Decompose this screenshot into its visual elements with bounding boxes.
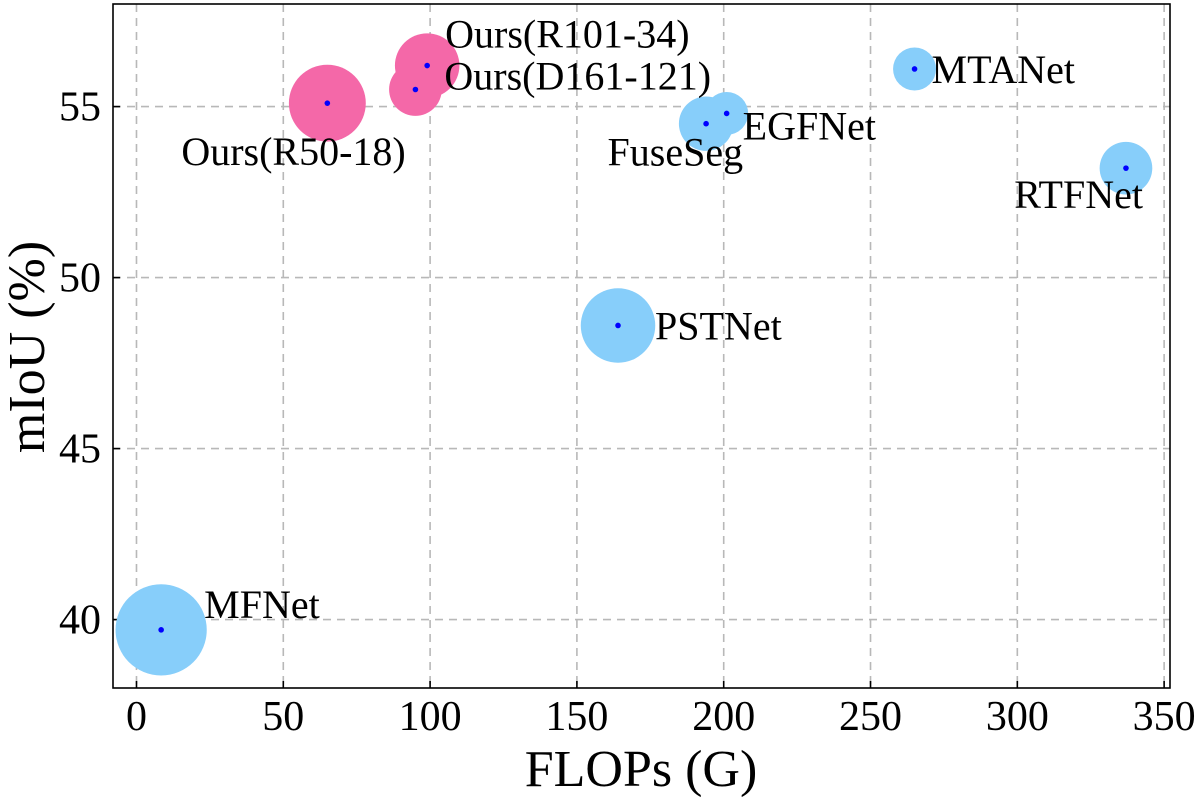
point-center-marker bbox=[424, 62, 430, 69]
point-label: Ours(D161-121) bbox=[444, 54, 711, 99]
point-center-marker bbox=[1123, 165, 1129, 171]
x-axis-label: FLOPs (G) bbox=[525, 741, 758, 798]
point-center-marker bbox=[412, 86, 419, 93]
x-tick-label: 200 bbox=[692, 694, 755, 740]
tick-layer: 0 50 100 150 200 250 300 350 40 45 50 55 bbox=[59, 85, 1196, 740]
point-label: MFNet bbox=[204, 582, 320, 627]
point-label: EGFNet bbox=[743, 103, 876, 148]
x-tick-label: 150 bbox=[545, 694, 608, 740]
point-label: Ours(R101-34) bbox=[445, 12, 689, 57]
x-tick-label: 300 bbox=[986, 694, 1049, 740]
y-tick-label: 45 bbox=[59, 427, 101, 473]
point-label: MTANet bbox=[932, 47, 1075, 92]
y-tick-label: 40 bbox=[59, 598, 101, 644]
x-tick-label: 250 bbox=[839, 694, 902, 740]
x-tick-label: 350 bbox=[1133, 694, 1196, 740]
x-tick-label: 50 bbox=[262, 694, 304, 740]
x-tick-label: 0 bbox=[126, 694, 147, 740]
point-label: PSTNet bbox=[655, 303, 782, 348]
point-center-marker bbox=[911, 66, 918, 72]
point-center-marker bbox=[324, 100, 331, 106]
point-center-marker bbox=[723, 110, 730, 117]
point-label: Ours(R50-18) bbox=[181, 129, 405, 174]
y-tick-label: 55 bbox=[59, 85, 101, 131]
x-tick-label: 100 bbox=[399, 694, 462, 740]
grid-layer bbox=[113, 4, 1170, 688]
marker-layer bbox=[158, 62, 1129, 633]
y-axis-label: mIoU (%) bbox=[0, 241, 56, 453]
point-center-marker bbox=[158, 627, 164, 633]
point-label: FuseSeg bbox=[608, 130, 744, 175]
plot-frame bbox=[112, 3, 1171, 689]
point-center-marker bbox=[703, 120, 709, 127]
y-tick-label: 50 bbox=[59, 256, 101, 302]
point-label: RTFNet bbox=[1014, 172, 1143, 217]
point-center-marker bbox=[615, 322, 621, 329]
